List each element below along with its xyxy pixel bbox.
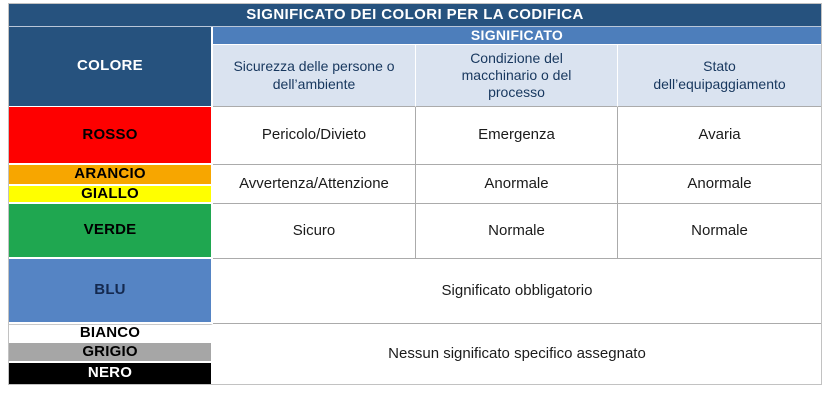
- significato-header: SIGNIFICATO: [213, 27, 821, 45]
- subheader-label: Stato dell’equipaggiamento: [653, 58, 786, 92]
- cell-blu-merged: Significato obbligatorio: [213, 259, 821, 324]
- swatch-bianco: BIANCO: [9, 324, 213, 343]
- cell-arancio-giallo-stato: Anormale: [618, 165, 821, 204]
- cell-verde-sicurezza: Sicuro: [213, 204, 416, 259]
- subheader-label: Condizione del macchinario o del process…: [461, 49, 572, 101]
- cell-rosso-sicurezza: Pericolo/Divieto: [213, 107, 416, 165]
- subheader-label: Sicurezza delle persone o dell’ambiente: [233, 58, 395, 92]
- swatch-verde: VERDE: [9, 204, 213, 259]
- cell-arancio-giallo-condizione: Anormale: [416, 165, 618, 204]
- cell-verde-stato: Normale: [618, 204, 821, 259]
- cell-bianco-grigio-nero-merged: Nessun significato specifico assegnato: [213, 324, 821, 384]
- swatch-arancio: ARANCIO: [9, 165, 213, 186]
- swatch-grigio: GRIGIO: [9, 343, 213, 363]
- table-title: SIGNIFICATO DEI COLORI PER LA CODIFICA: [9, 4, 821, 27]
- subheader-condizione-macchinario: Condizione del macchinario o del process…: [416, 45, 618, 107]
- cell-arancio-giallo-sicurezza: Avvertenza/Attenzione: [213, 165, 416, 204]
- color-code-table: SIGNIFICATO DEI COLORI PER LA CODIFICA C…: [8, 3, 822, 385]
- subheader-sicurezza-persone: Sicurezza delle persone o dell’ambiente: [213, 45, 416, 107]
- swatch-nero: NERO: [9, 363, 213, 384]
- swatch-blu: BLU: [9, 259, 213, 324]
- colore-column-header: COLORE: [9, 27, 213, 107]
- subheader-stato-equipaggiamento: Stato dell’equipaggiamento: [618, 45, 821, 107]
- cell-rosso-condizione: Emergenza: [416, 107, 618, 165]
- swatch-rosso: ROSSO: [9, 107, 213, 165]
- cell-verde-condizione: Normale: [416, 204, 618, 259]
- cell-rosso-stato: Avaria: [618, 107, 821, 165]
- swatch-giallo: GIALLO: [9, 185, 213, 204]
